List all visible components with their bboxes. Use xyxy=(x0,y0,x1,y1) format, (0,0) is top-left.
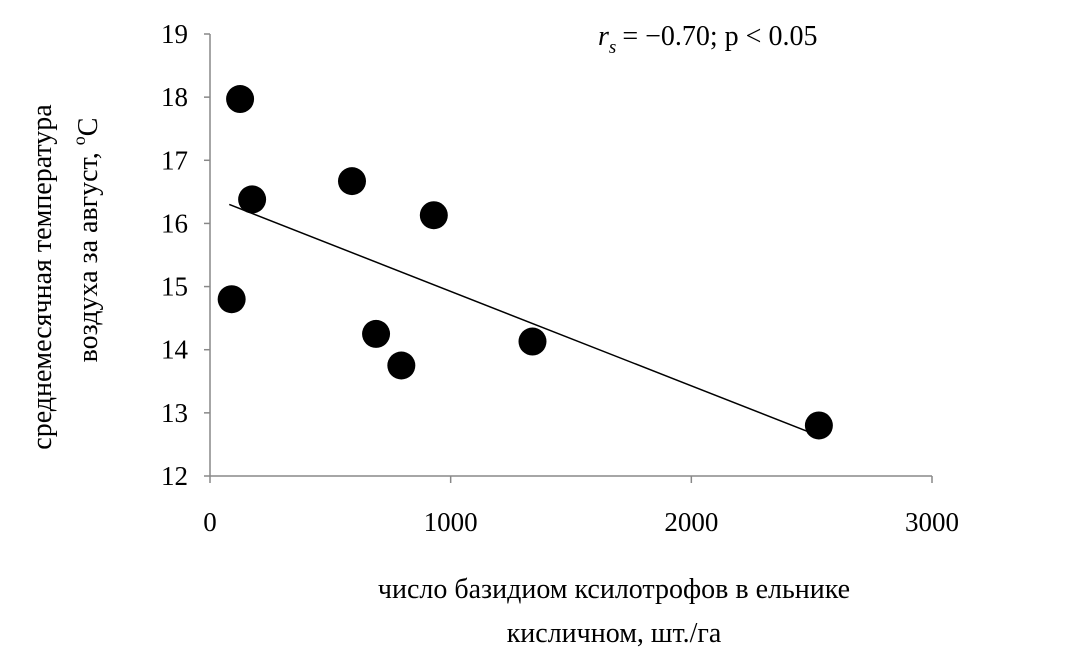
data-point xyxy=(387,351,416,380)
data-point xyxy=(217,285,246,314)
x-tick-label: 1000 xyxy=(424,507,478,537)
y-axis-title: среднемесячная температура воздуха за ав… xyxy=(27,104,104,450)
y-axis-title-line2-text: воздуха за август, xyxy=(73,145,104,362)
annotation-text: = −0.70; p < 0.05 xyxy=(622,21,817,52)
y-axis-unit-degree: o xyxy=(69,136,89,145)
x-axis-title-line2: кисличном, шт./га xyxy=(507,618,722,649)
x-tick-label: 2000 xyxy=(664,507,718,537)
y-tick-label: 16 xyxy=(161,208,188,238)
x-tick-label: 0 xyxy=(203,507,217,537)
y-ticks: 12 13 14 15 16 17 18 19 xyxy=(161,19,210,491)
y-axis-title-line2: воздуха за август, oC xyxy=(69,118,104,363)
data-point xyxy=(419,201,448,230)
y-tick-label: 17 xyxy=(161,145,188,175)
x-tick-label: 3000 xyxy=(905,507,959,537)
x-axis-title-line1: число базидиом ксилотрофов в ельнике xyxy=(378,574,850,605)
y-tick-label: 19 xyxy=(161,19,188,49)
x-ticks: 0 1000 2000 3000 xyxy=(203,476,959,537)
trend-line xyxy=(228,203,817,436)
data-point xyxy=(518,327,547,356)
data-point xyxy=(337,167,366,196)
data-point xyxy=(238,185,267,214)
y-axis-unit: C xyxy=(73,118,104,137)
r-symbol: r xyxy=(598,21,609,52)
data-point xyxy=(362,319,391,348)
data-point xyxy=(804,411,833,440)
y-tick-label: 12 xyxy=(161,461,188,491)
y-axis-title-line1: среднемесячная температура xyxy=(27,104,58,450)
y-tick-label: 15 xyxy=(161,272,188,302)
r-subscript: s xyxy=(609,37,616,58)
y-tick-label: 14 xyxy=(161,335,189,365)
data-point xyxy=(226,85,255,114)
y-tick-label: 13 xyxy=(161,398,188,428)
data-points xyxy=(217,85,833,440)
y-tick-label: 18 xyxy=(161,82,188,112)
correlation-annotation: rs = −0.70; p < 0.05 xyxy=(598,21,817,58)
